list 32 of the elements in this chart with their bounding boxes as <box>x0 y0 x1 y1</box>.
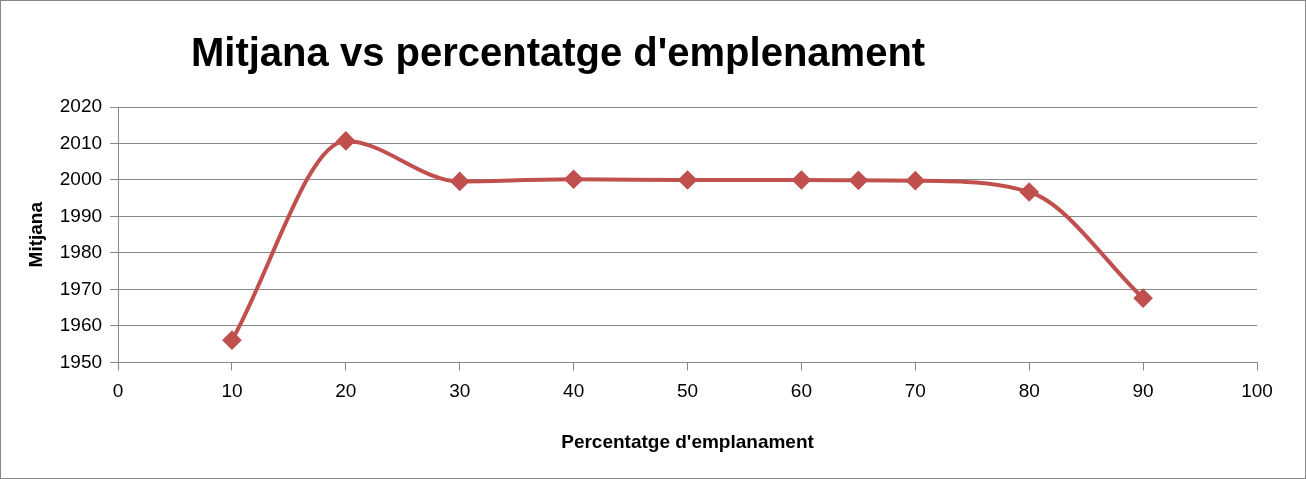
x-tick-label: 100 <box>1241 380 1273 402</box>
x-tick-label: 10 <box>221 380 243 402</box>
point <box>1134 289 1153 308</box>
x-tick-label: 60 <box>790 380 812 402</box>
chart-title: Mitjana vs percentatge d'emplenament <box>191 30 926 75</box>
x-tick-label: 40 <box>563 380 585 402</box>
x-tick-label: 50 <box>676 380 699 402</box>
y-tick-label: 2000 <box>59 168 103 190</box>
x-tick-label: 30 <box>449 380 471 402</box>
point <box>792 170 811 189</box>
point <box>222 331 241 350</box>
x-axis-title: Percentatge d'emplanament <box>561 430 815 452</box>
point <box>906 171 925 190</box>
point <box>564 170 583 189</box>
y-axis-title: Mitjana <box>24 201 46 268</box>
point <box>336 131 355 150</box>
point <box>678 170 697 189</box>
y-tick-label: 1990 <box>59 204 103 226</box>
y-tick-label: 1970 <box>59 277 103 299</box>
x-tick-label: 80 <box>1018 380 1040 402</box>
point <box>1020 183 1039 202</box>
y-tick-label: 2020 <box>59 95 103 117</box>
y-tick-label: 1980 <box>59 241 103 263</box>
x-tick-label: 90 <box>1132 380 1154 402</box>
y-tick-label: 2010 <box>59 131 103 153</box>
x-tick-label: 20 <box>335 380 357 402</box>
point <box>450 172 469 191</box>
y-tick-label: 1950 <box>59 350 103 372</box>
y-tick-label: 1960 <box>59 314 103 336</box>
x-tick-label: 0 <box>112 380 124 402</box>
x-tick-label: 70 <box>904 380 926 402</box>
point <box>849 171 868 190</box>
